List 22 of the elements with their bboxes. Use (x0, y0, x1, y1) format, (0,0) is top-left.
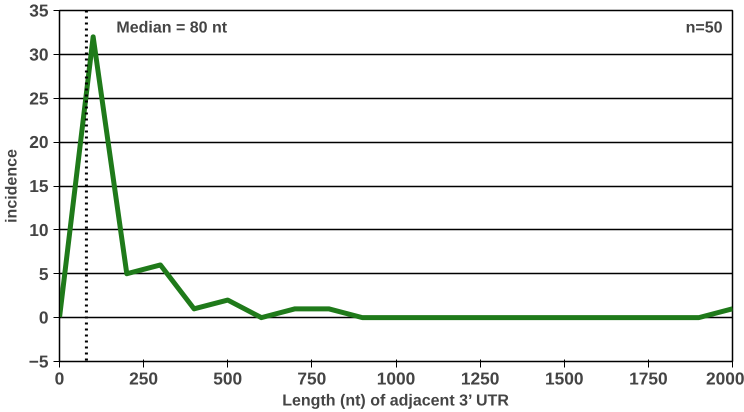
y-tick-label: 0 (38, 308, 49, 328)
x-tick-label: 0 (54, 368, 64, 388)
y-axis-title: incidence (4, 148, 21, 223)
x-tick-label: 750 (297, 368, 326, 388)
x-axis-title: Length (nt) of adjacent 3’ UTR (282, 392, 510, 410)
annotation: n=50 (686, 20, 723, 36)
y-tick-label: 35 (29, 0, 49, 20)
y-tick-label: 15 (29, 176, 49, 196)
x-tick-label: 1500 (544, 368, 584, 388)
y-tick-label: 25 (29, 88, 49, 108)
x-tick-label: 1750 (629, 368, 668, 388)
x-tick-label: 500 (213, 368, 242, 388)
x-tick-label: 2000 (706, 368, 744, 388)
x-tick-label: 1250 (460, 368, 500, 388)
y-tick-label: 5 (38, 264, 49, 284)
x-tick-label: 1000 (376, 368, 416, 388)
y-tick-label: −5 (28, 352, 49, 372)
y-tick-label: 30 (29, 44, 49, 64)
y-tick-label: 10 (29, 220, 49, 240)
ref-line-label: Median = 80 nt (116, 20, 228, 36)
y-tick-label: 20 (29, 132, 49, 152)
x-tick-label: 250 (129, 368, 158, 388)
